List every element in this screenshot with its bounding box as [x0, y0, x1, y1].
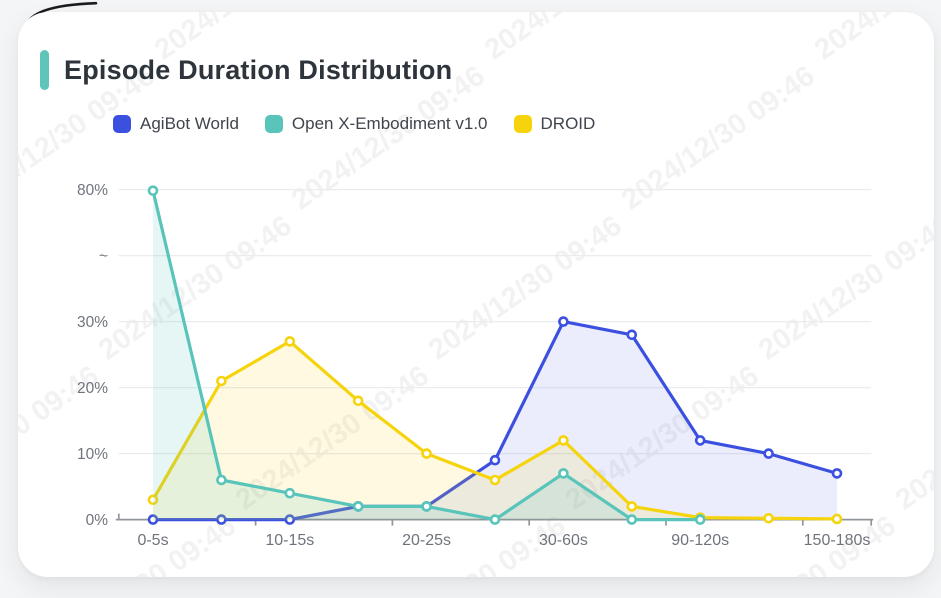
series-area-droid — [153, 341, 837, 520]
x-axis-label: 30-60s — [539, 532, 588, 549]
data-point-marker[interactable] — [831, 513, 843, 525]
y-axis-label: ~ — [99, 248, 108, 265]
y-axis-label: 20% — [77, 380, 108, 397]
x-axis-labels: 0-5s 10-15s 20-25s 30-60s 90-120s 150-180s — [137, 532, 870, 549]
y-axis-label: 10% — [77, 446, 108, 463]
data-point-marker[interactable] — [284, 487, 296, 499]
x-axis-label: 0-5s — [137, 532, 168, 549]
y-axis-label: 80% — [77, 182, 108, 199]
x-axis-label: 10-15s — [265, 532, 314, 549]
legend-label: AgiBot World — [140, 114, 239, 133]
data-point-marker[interactable] — [763, 512, 774, 524]
data-point-marker[interactable] — [147, 185, 159, 196]
legend-label: Open X-Embodiment v1.0 — [291, 114, 488, 133]
data-point-marker[interactable] — [694, 514, 706, 525]
data-point-marker[interactable] — [352, 501, 364, 512]
x-axis-label: 90-120s — [671, 532, 729, 549]
data-point-marker[interactable] — [147, 514, 159, 525]
x-axis-label: 20-25s — [402, 532, 451, 549]
data-point-marker[interactable] — [558, 316, 569, 327]
line-chart[interactable]: 0% 10% 20% 30% ~80% 0-5s 10-15s 20-25s 30-60s 90-… — [18, 12, 934, 577]
data-point-marker[interactable] — [216, 474, 227, 486]
data-point-marker[interactable] — [216, 514, 227, 525]
y-axis-labels: 0% 10% 20% 30% ~80% — [77, 182, 108, 529]
data-point-marker[interactable] — [626, 501, 638, 512]
data-point-marker[interactable] — [216, 375, 227, 387]
data-point-marker[interactable] — [284, 336, 296, 347]
data-point-marker[interactable] — [558, 468, 569, 479]
data-point-marker[interactable] — [626, 514, 638, 525]
chart-header: Episode Duration Distribution — [40, 50, 452, 90]
data-point-marker[interactable] — [147, 494, 159, 506]
y-axis-label: 30% — [77, 314, 108, 331]
data-point-marker[interactable] — [763, 448, 774, 459]
legend-item-agibot-world[interactable]: AgiBot World — [113, 114, 239, 134]
series-area-agibot-world — [153, 321, 837, 520]
legend-swatch-open-x-embodiment-v1-0 — [264, 115, 283, 133]
legend-item-droid[interactable]: DROID — [513, 114, 596, 134]
data-point-marker[interactable] — [626, 329, 638, 341]
legend-label: DROID — [540, 114, 596, 133]
title-accent-bar — [40, 50, 49, 90]
chart-card: 2024/12/30 09:46 2024/12/30 09:46 2024/12/… — [18, 12, 934, 577]
data-point-marker[interactable] — [421, 501, 432, 512]
data-point-marker[interactable] — [831, 468, 843, 479]
chart-title: Episode Duration Distribution — [64, 54, 453, 85]
data-point-marker[interactable] — [489, 514, 501, 525]
data-point-marker[interactable] — [352, 395, 364, 407]
legend-swatch-agibot-world — [113, 115, 131, 133]
x-axis-label: 150-180s — [804, 532, 871, 549]
chart-legend: AgiBot World Open X-Embodiment v1.0 DROID — [113, 114, 595, 134]
series-open-x-embodiment-v1-0 — [147, 185, 706, 525]
data-point-marker[interactable] — [421, 448, 432, 459]
data-point-marker[interactable] — [694, 435, 706, 446]
series-area-open-x-embodiment-v1-0 — [153, 190, 701, 520]
y-axis-label: 0% — [86, 512, 109, 529]
legend-item-open-x-embodiment-v1-0[interactable]: Open X-Embodiment v1.0 — [264, 114, 488, 134]
data-point-marker[interactable] — [489, 454, 501, 466]
gridlines — [118, 189, 872, 455]
legend-swatch-droid — [513, 115, 532, 133]
data-point-marker[interactable] — [489, 474, 501, 486]
data-point-marker[interactable] — [284, 514, 296, 525]
data-point-marker[interactable] — [558, 435, 569, 446]
